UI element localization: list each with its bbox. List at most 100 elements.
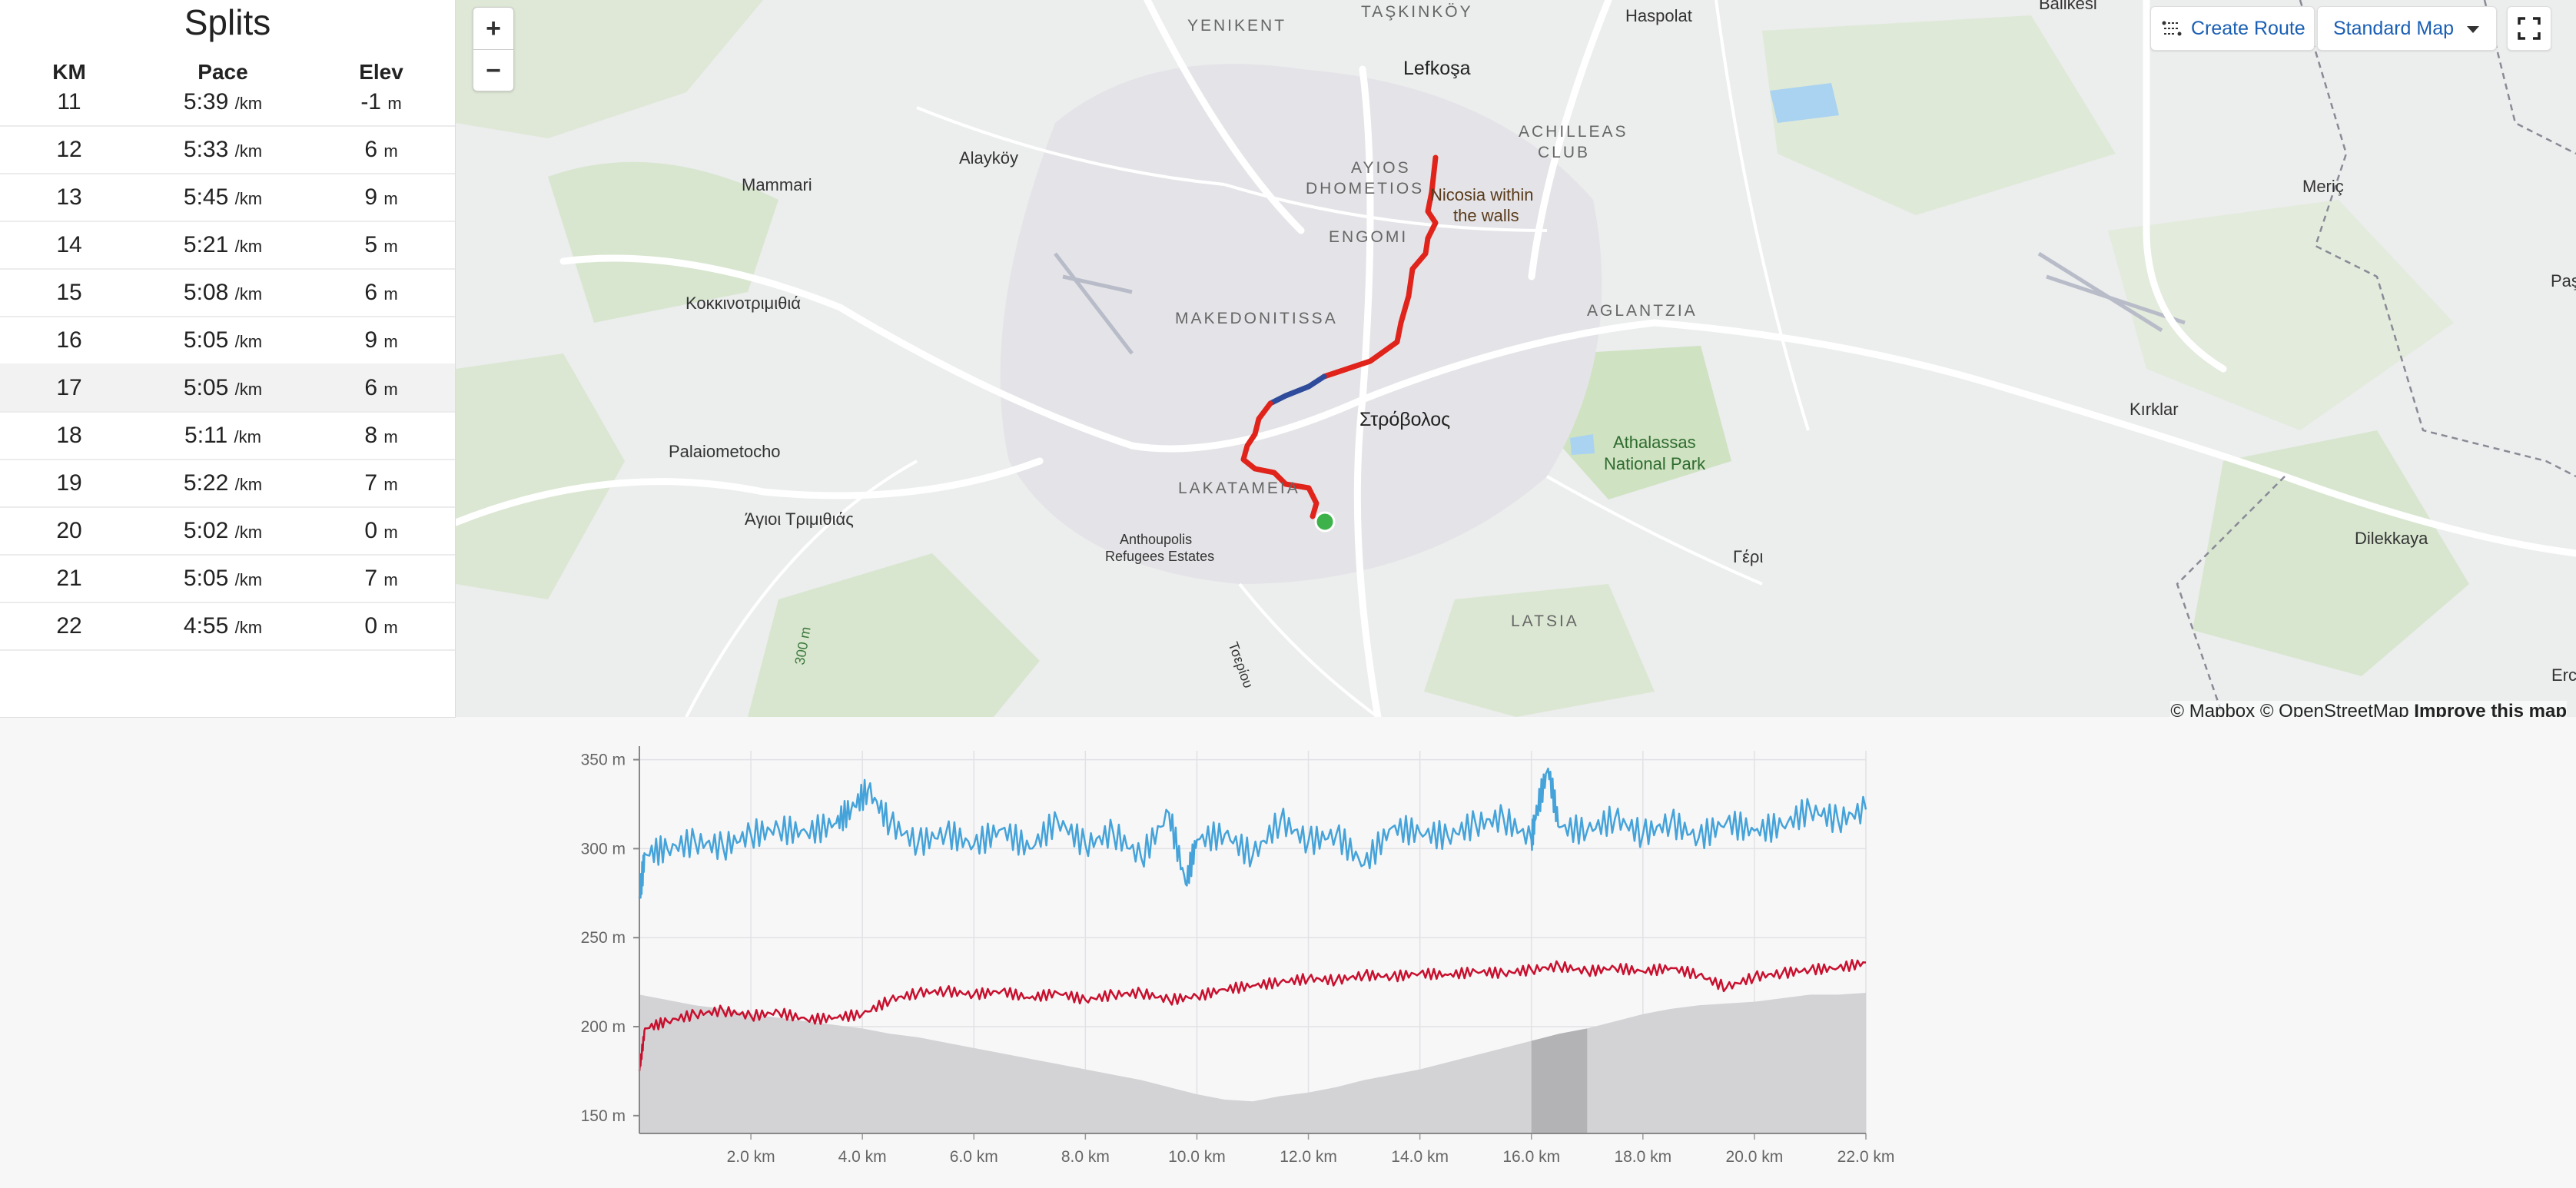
pace-unit: /km <box>234 427 261 446</box>
split-elev: 5 m <box>307 232 455 258</box>
pace-unit: /km <box>234 475 263 494</box>
split-pace-value: 5:02 <box>183 518 229 543</box>
elev-unit: m <box>383 618 398 637</box>
split-km: 11 <box>57 89 81 114</box>
red-series-line <box>638 959 1867 1072</box>
split-row[interactable]: 11 5:39 /km -1 m <box>0 78 455 127</box>
split-pace: 5:21 /km <box>138 232 307 258</box>
split-row[interactable]: 22 4:55 /km 0 m <box>0 602 455 651</box>
split-row[interactable]: 19 5:22 /km 7 m <box>0 459 455 508</box>
map-label: Palaiometocho <box>669 442 781 461</box>
map-label: National Park <box>1604 454 1706 473</box>
mapbox-link[interactable]: © Mapbox <box>2170 701 2256 717</box>
map-label: Γέρι <box>1733 547 1764 566</box>
map-view[interactable]: YENIKENT TAŞKINKÖY Haspolat Balikesi Lef… <box>456 0 2576 717</box>
highlight-segment <box>1531 1028 1588 1133</box>
map-canvas[interactable] <box>456 0 2576 717</box>
fullscreen-button[interactable] <box>2507 6 2551 51</box>
pace-unit: /km <box>234 237 263 256</box>
map-label: ACHILLEAS <box>1519 123 1628 141</box>
map-label: Lefkoşa <box>1403 58 1471 79</box>
split-row[interactable]: 21 5:05 /km 7 m <box>0 554 455 603</box>
split-elev: 9 m <box>307 327 455 353</box>
x-tick-label: 6.0 km <box>950 1148 998 1166</box>
split-elev-value: 7 <box>364 566 377 591</box>
fullscreen-icon <box>2518 17 2541 40</box>
split-row[interactable]: 18 5:11 /km 8 m <box>0 411 455 460</box>
map-label: MAKEDONITISSA <box>1175 310 1338 327</box>
split-pace: 5:11 /km <box>138 423 307 449</box>
split-pace: 5:05 /km <box>138 327 307 353</box>
map-label: YENIKENT <box>1187 17 1287 35</box>
create-route-label: Create Route <box>2191 18 2305 39</box>
x-tick-label: 22.0 km <box>1837 1148 1895 1166</box>
x-tick-label: 18.0 km <box>1614 1148 1671 1166</box>
map-label: Κοκκινοτριμιθιά <box>685 294 801 313</box>
map-label: Refugees Estates <box>1105 549 1215 564</box>
split-elev-value: -1 <box>360 89 381 114</box>
split-elev: 8 m <box>307 423 455 449</box>
split-elev: 6 m <box>307 280 455 306</box>
elev-header: Elev <box>359 60 403 84</box>
split-km: 22 <box>56 613 82 639</box>
split-elev-value: 9 <box>364 184 377 210</box>
split-km: 15 <box>56 280 82 305</box>
map-label: CLUB <box>1538 144 1591 161</box>
y-tick-label: 250 m <box>581 929 626 947</box>
improve-map-link[interactable]: Improve this map <box>2414 701 2567 717</box>
split-row[interactable]: 16 5:05 /km 9 m <box>0 316 455 365</box>
splits-title: Splits <box>184 2 271 42</box>
split-row[interactable]: 15 5:08 /km 6 m <box>0 268 455 317</box>
split-pace-value: 5:33 <box>183 137 229 162</box>
map-style-select[interactable]: Standard Map <box>2317 6 2497 51</box>
split-row[interactable]: 13 5:45 /km 9 m <box>0 173 455 222</box>
split-pace-value: 5:05 <box>183 566 229 591</box>
pace-unit: /km <box>234 380 263 399</box>
elev-unit: m <box>383 141 398 161</box>
create-route-button[interactable]: Create Route <box>2150 6 2315 51</box>
pace-unit: /km <box>234 189 263 208</box>
map-attribution: © Mapbox © OpenStreetMap Improve this ma… <box>2170 701 2567 717</box>
split-km: 12 <box>56 137 82 162</box>
y-tick-label: 300 m <box>581 840 626 858</box>
elev-unit: m <box>383 237 398 256</box>
split-pace: 5:08 /km <box>138 280 307 306</box>
split-row[interactable]: 17 5:05 /km 6 m <box>0 363 455 413</box>
split-pace-value: 5:22 <box>183 470 229 496</box>
split-pace: 5:05 /km <box>138 375 307 401</box>
zoom-in-button[interactable]: + <box>473 8 513 50</box>
map-label: Dilekkaya <box>2355 529 2428 548</box>
split-km: 13 <box>56 184 82 210</box>
split-row[interactable]: 12 5:33 /km 6 m <box>0 125 455 174</box>
split-elev: 7 m <box>307 566 455 592</box>
split-elev: 6 m <box>307 375 455 401</box>
osm-link[interactable]: © OpenStreetMap <box>2259 701 2409 717</box>
split-pace-value: 5:21 <box>183 232 229 257</box>
pace-unit: /km <box>234 618 263 637</box>
split-pace: 4:55 /km <box>138 613 307 639</box>
map-label: Erc <box>2551 665 2576 685</box>
map-label: TAŞKINKÖY <box>1361 3 1473 21</box>
split-row[interactable]: 20 5:02 /km 0 m <box>0 506 455 556</box>
split-km: 19 <box>56 470 82 496</box>
elev-unit: m <box>383 475 398 494</box>
zoom-out-button[interactable]: − <box>486 56 501 85</box>
chart-canvas[interactable]: 350 m 300 m 250 m 200 m 150 m 2.0 km 4.0 km 6.0… <box>538 742 1921 1172</box>
elev-unit: m <box>387 94 402 113</box>
map-label: Balikesi <box>2039 0 2097 13</box>
split-pace-value: 4:55 <box>183 613 229 639</box>
x-tick-label: 8.0 km <box>1061 1148 1110 1166</box>
map-label: Haspolat <box>1625 6 1692 25</box>
split-elev: 0 m <box>307 518 455 544</box>
pace-unit: /km <box>234 570 263 589</box>
elev-unit: m <box>383 284 398 304</box>
split-elev: 6 m <box>307 137 455 163</box>
elev-unit: m <box>383 189 398 208</box>
split-km: 18 <box>56 423 82 448</box>
elev-unit: m <box>383 427 398 446</box>
map-label: DHOMETIOS <box>1306 180 1425 197</box>
split-pace: 5:45 /km <box>138 184 307 211</box>
split-row[interactable]: 14 5:21 /km 5 m <box>0 221 455 270</box>
pace-unit: /km <box>234 94 263 113</box>
activity-chart[interactable]: 350 m 300 m 250 m 200 m 150 m 2.0 km 4.0 km 6.0… <box>538 742 1921 1172</box>
